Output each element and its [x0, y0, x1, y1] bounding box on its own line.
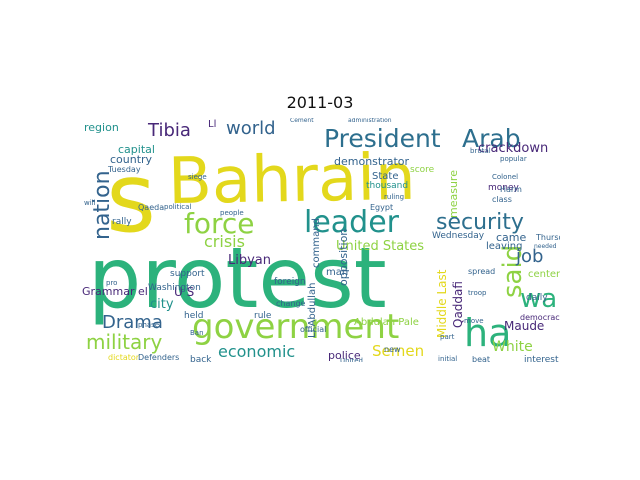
word-police: police: [328, 349, 361, 362]
word-tibia: Tibia: [148, 120, 191, 141]
word-ban: Ban: [190, 329, 204, 337]
word-defenders: Defenders: [138, 353, 180, 362]
word-libyan: Libyan: [228, 253, 272, 268]
word-rally: rally: [112, 217, 132, 227]
word-ha: ha: [464, 311, 512, 355]
word-measure: measure: [447, 170, 460, 218]
word-world: world: [226, 118, 276, 139]
word-class: class: [492, 195, 512, 204]
word-city: city: [150, 297, 174, 312]
word-support: support: [170, 269, 205, 279]
word-score: score: [410, 165, 435, 175]
word-new: new: [384, 345, 401, 354]
word-foreign: foreign: [274, 277, 306, 287]
word-beat: beat: [472, 355, 491, 363]
word-white: White: [492, 339, 533, 355]
word-demonstrator: demonstrator: [334, 155, 410, 168]
word-thursday: Thursday: [536, 233, 560, 242]
word-back: back: [190, 355, 212, 363]
word-thousand: thousand: [366, 181, 409, 191]
word-official: official: [300, 325, 327, 334]
word-wednesday: Wednesday: [432, 231, 485, 241]
word-phase: phase: [138, 321, 160, 329]
word-needed: needed: [534, 243, 557, 250]
word-administration: administration: [348, 118, 392, 124]
word-leaving: leaving: [486, 241, 523, 252]
word-abdulah-pale: Abdulah Pale: [354, 317, 419, 328]
word-people: people: [220, 209, 244, 217]
word-egypt: Egypt: [370, 203, 394, 212]
word-change: change: [276, 299, 306, 308]
plot-title: 2011-03: [286, 93, 354, 112]
word-cement: Cement: [290, 118, 314, 124]
word-crisis: crisis: [204, 232, 245, 251]
word-ruling: ruling: [384, 193, 405, 201]
word-tuesday: Tuesday: [108, 165, 141, 174]
word-siege: siege: [188, 173, 207, 181]
word-state: State: [372, 171, 399, 182]
word-pro: pro: [106, 279, 118, 287]
word-qaddafi: Qaddafi: [451, 281, 465, 328]
word-arab: Arab: [462, 124, 521, 153]
word-capital: capital: [118, 143, 155, 156]
word-grammar-el: Grammar el: [82, 285, 148, 298]
word-man: man: [326, 267, 349, 278]
word-troop: troop: [468, 289, 487, 297]
word-country: country: [110, 153, 153, 166]
word-economic: economic: [218, 342, 296, 361]
word-money: money: [488, 183, 519, 193]
word-part: part: [440, 333, 455, 341]
word-president: President: [324, 124, 441, 153]
word-security: security: [436, 210, 524, 235]
word-political: political: [164, 203, 192, 211]
word-cloud: protest Bahrain s government President A…: [80, 118, 560, 362]
word-united-states: United States: [336, 239, 425, 254]
word-popular: popular: [500, 155, 527, 163]
word-daily: daily: [526, 293, 548, 303]
word-brutal: brutal: [470, 147, 491, 155]
word-initial: initial: [438, 355, 458, 363]
word-spread: spread: [468, 267, 496, 276]
word-united: United: [340, 357, 363, 363]
word-democracy: democracy: [520, 313, 560, 322]
word-center: center: [528, 269, 560, 280]
word-command: command: [311, 218, 322, 268]
word-came: came: [496, 231, 527, 244]
word-held: held: [184, 311, 204, 321]
word-colonel: Colonel: [492, 173, 519, 181]
word-us: U S: [174, 285, 195, 299]
word-region: region: [84, 121, 119, 134]
word-dictator: dictator: [108, 353, 140, 362]
word-protest: protest: [88, 229, 387, 327]
word-harm: Harm: [500, 185, 522, 194]
word-wa: wa: [520, 284, 558, 314]
word-middle-last: Middle Last: [435, 269, 449, 338]
word-qaeda: Qaeda: [138, 203, 165, 212]
word-maude: Maude: [504, 319, 545, 333]
word-drama: Drama: [102, 312, 163, 333]
word-semen: Semen: [372, 342, 425, 360]
word-military: military: [86, 330, 163, 354]
word-s: s: [106, 142, 157, 254]
word-ll: Ll: [208, 119, 217, 130]
word-washington: Washington: [148, 283, 201, 293]
word-move: move: [464, 317, 484, 325]
word-will: will: [84, 199, 96, 207]
word-government: government: [192, 307, 400, 347]
word-job: job: [516, 246, 544, 267]
word-force: force: [184, 207, 255, 240]
word-rule: rule: [254, 311, 272, 321]
word-leader: leader: [304, 205, 400, 240]
word-interest: interest: [524, 355, 559, 363]
word-crackdown: crackdown: [478, 141, 549, 156]
